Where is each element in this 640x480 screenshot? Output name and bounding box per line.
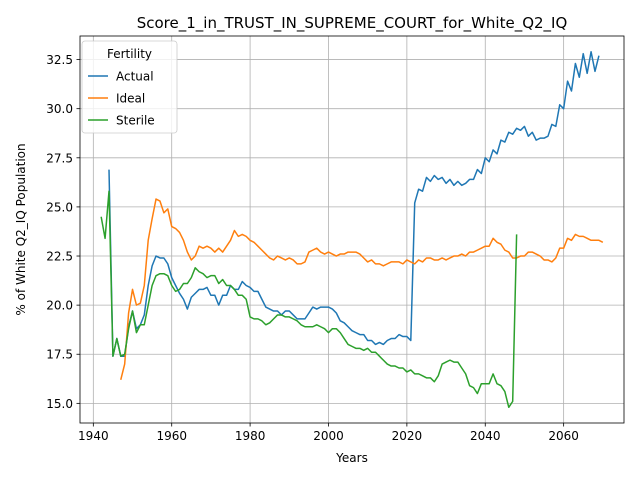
chart-title: Score_1_in_TRUST_IN_SUPREME_COURT_for_Wh… — [137, 14, 568, 33]
axis-ticks: 1940 1960 1980 2000 2020 2040 2060 15.0 17.5 20.0… — [46, 53, 579, 443]
legend-label-ideal: Ideal — [116, 92, 145, 106]
series-line-sterile — [100, 190, 518, 409]
plot-frame — [79, 35, 625, 424]
legend-title: Fertility — [107, 47, 152, 61]
y-tick-label: 25.0 — [46, 200, 73, 214]
y-axis-title: % of White Q2_IQ Population — [14, 143, 28, 315]
y-tick-label: 15.0 — [46, 397, 73, 411]
legend-label-sterile: Sterile — [116, 114, 155, 128]
x-tick-label: 1960 — [156, 429, 187, 443]
series-line-actual — [108, 50, 600, 357]
y-tick-label: 27.5 — [46, 151, 73, 165]
x-tick-label: 2000 — [313, 429, 344, 443]
x-tick-label: 2040 — [470, 429, 501, 443]
legend-box — [81, 40, 178, 134]
x-tick-label: 2060 — [548, 429, 579, 443]
y-tick-label: 20.0 — [46, 299, 73, 313]
legend: Fertility Actual Ideal Sterile — [81, 40, 178, 134]
legend-label-actual: Actual — [116, 70, 154, 84]
y-tick-label: 32.5 — [46, 53, 73, 67]
gridlines — [80, 36, 624, 423]
x-tick-label: 1940 — [78, 429, 109, 443]
x-tick-label: 1980 — [235, 429, 266, 443]
y-tick-label: 17.5 — [46, 348, 73, 362]
x-tick-label: 2020 — [392, 429, 423, 443]
y-tick-label: 22.5 — [46, 250, 73, 264]
series-lines — [100, 50, 604, 409]
x-axis-title: Years — [335, 451, 368, 465]
y-tick-label: 30.0 — [46, 102, 73, 116]
series-line-ideal — [120, 198, 604, 380]
